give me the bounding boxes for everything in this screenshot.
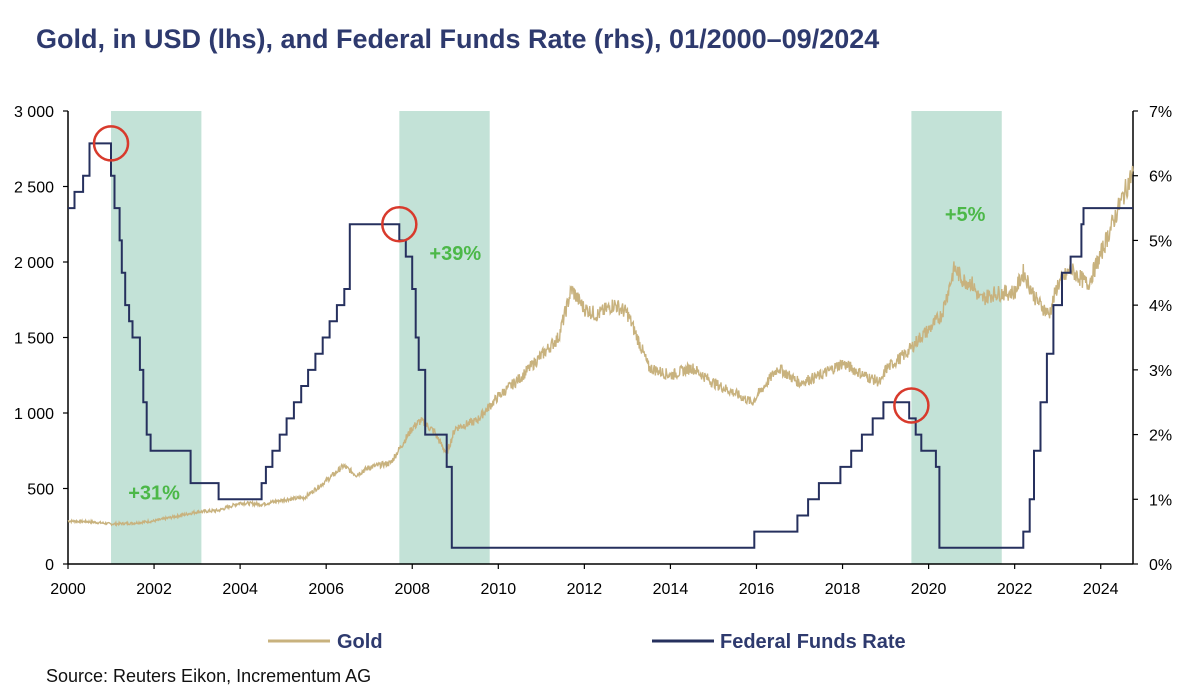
annotations: +31% +39% +5% [92, 125, 986, 504]
x-tick-label: 2006 [308, 581, 344, 598]
x-tick-label: 2000 [50, 581, 86, 598]
x-tick-label: 2010 [481, 581, 517, 598]
x-tick-label: 2012 [567, 581, 603, 598]
gold-line [67, 165, 1134, 527]
x-tick-label: 2004 [222, 581, 258, 598]
right-tick-label: 2% [1149, 428, 1172, 445]
legend-gold-label: Gold [337, 631, 383, 653]
left-tick-label: 1 500 [14, 331, 54, 348]
highlight-circle-1 [92, 125, 130, 162]
x-tick-label: 2008 [394, 581, 430, 598]
right-tick-label: 0% [1149, 557, 1172, 574]
chart-title: Gold, in USD (lhs), and Federal Funds Ra… [36, 24, 880, 54]
shaded-periods [111, 111, 1002, 564]
annotation-label-1: +31% [128, 482, 180, 504]
left-tick-label: 0 [45, 557, 54, 574]
x-tick-label: 2024 [1083, 581, 1119, 598]
right-tick-label: 5% [1149, 233, 1172, 250]
shaded-period-2 [399, 111, 490, 564]
left-tick-label: 3 000 [14, 104, 54, 121]
right-tick-label: 3% [1149, 363, 1172, 380]
x-tick-label: 2018 [825, 581, 861, 598]
axes: 0 500 1 000 1 500 2 000 2 500 3 000 0% 1% 2% 3% 4% 5… [14, 104, 1172, 598]
legend: Gold Federal Funds Rate [268, 631, 906, 653]
right-tick-label: 6% [1149, 169, 1172, 186]
highlight-circle-3 [893, 387, 930, 424]
x-tick-label: 2016 [739, 581, 775, 598]
x-tick-label: 2002 [136, 581, 172, 598]
annotation-label-3: +5% [945, 204, 986, 226]
x-tick-label: 2022 [997, 581, 1033, 598]
x-tick-label: 2020 [911, 581, 947, 598]
legend-fed-label: Federal Funds Rate [720, 631, 906, 653]
left-tick-label: 2 500 [14, 180, 54, 197]
shaded-period-1 [111, 111, 202, 564]
left-tick-label: 500 [27, 482, 54, 499]
source-note: Source: Reuters Eikon, Incrementum AG [46, 666, 372, 686]
right-tick-label: 4% [1149, 298, 1172, 315]
left-tick-label: 2 000 [14, 255, 54, 272]
left-tick-label: 1 000 [14, 406, 54, 423]
x-tick-label: 2014 [653, 581, 689, 598]
highlight-circle-2 [381, 206, 418, 243]
right-tick-label: 1% [1149, 492, 1172, 509]
annotation-label-2: +39% [429, 243, 481, 265]
right-tick-label: 7% [1149, 104, 1172, 121]
